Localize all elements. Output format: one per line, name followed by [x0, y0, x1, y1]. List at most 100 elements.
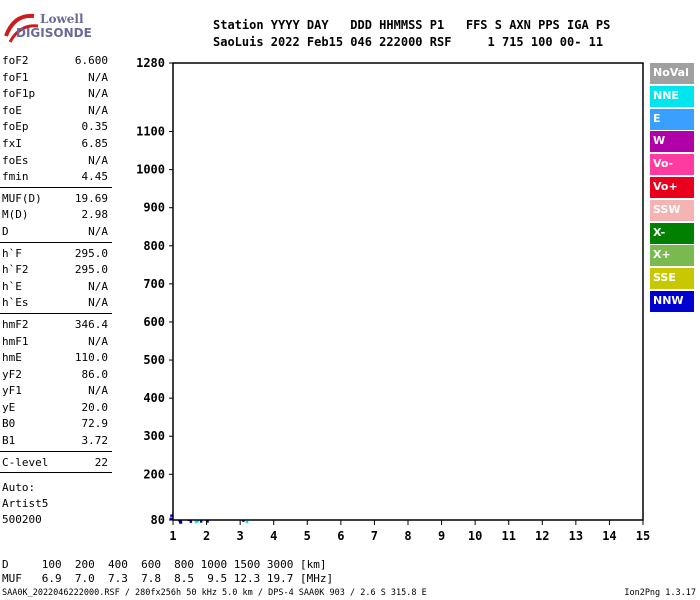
param-divider — [0, 472, 112, 474]
y-tick-label: 300 — [143, 429, 165, 443]
param-row-hf: h`F 295.0 — [0, 245, 112, 262]
legend-item-e: E — [650, 108, 694, 130]
data-point-nnw — [189, 520, 193, 523]
param-value: N/A — [88, 70, 108, 84]
param-value: 20.0 — [81, 400, 109, 414]
param-row-foes: foEs N/A — [0, 152, 112, 169]
x-tick-label: 15 — [636, 529, 650, 543]
data-point-nne — [194, 520, 198, 524]
y-tick-label: 700 — [143, 277, 165, 291]
param-row-ye: yE 20.0 — [0, 399, 112, 416]
legend-item-x: X- — [650, 222, 694, 244]
param-label: C-level — [2, 455, 49, 469]
legend-item-vo: Vo- — [650, 154, 694, 176]
param-value: 6.85 — [81, 136, 109, 150]
x-tick-label: 11 — [501, 529, 515, 543]
param-row-fof2: foF2 6.600 — [0, 52, 112, 69]
param-divider — [0, 312, 112, 314]
autoscaling-info: Auto: Artist5 500200 — [2, 480, 48, 528]
x-tick-label: 13 — [569, 529, 583, 543]
param-label: foF1 — [2, 70, 29, 84]
param-divider — [0, 186, 112, 188]
param-label: hmF2 — [2, 317, 29, 331]
param-label: foE — [2, 103, 22, 117]
y-tick-label: 200 — [143, 467, 165, 481]
software-version: Ion2Png 1.3.17 — [624, 588, 696, 598]
param-value: 4.45 — [81, 170, 109, 184]
param-label: yF1 — [2, 384, 22, 398]
legend-item-w: W — [650, 131, 694, 153]
legend-item-vo: Vo+ — [650, 176, 694, 198]
param-value: 346.4 — [74, 317, 108, 331]
param-label: h`E — [2, 279, 22, 293]
param-value: 72.9 — [81, 417, 109, 431]
param-row-b0: B0 72.9 — [0, 415, 112, 432]
param-label: foF2 — [2, 54, 29, 67]
param-row-mufd: MUF(D) 19.69 — [0, 190, 112, 207]
y-tick-label: 1000 — [136, 163, 165, 177]
legend-item-ssw: SSW — [650, 199, 694, 221]
param-label: yE — [2, 400, 16, 414]
y-tick-label: 400 — [143, 391, 165, 405]
data-point-nnw — [170, 514, 173, 517]
param-label: fxI — [2, 136, 22, 150]
param-row-md: M(D) 2.98 — [0, 206, 112, 223]
param-label: foEs — [2, 153, 29, 167]
param-value: N/A — [88, 153, 108, 167]
y-tick-label: 900 — [143, 201, 165, 215]
param-row-fof1: foF1 N/A — [0, 69, 112, 86]
param-label: MUF(D) — [2, 191, 42, 205]
param-value: 295.0 — [74, 263, 108, 277]
x-tick-label: 1 — [169, 529, 176, 543]
param-row-clevel: C-level 22 — [0, 454, 112, 471]
y-tick-label: 800 — [143, 239, 165, 253]
polarization-legend: NoVal NNE E W Vo- Vo+ SSW X- X+ SSE NNW — [650, 63, 694, 314]
param-row-foep: foEp 0.35 — [0, 118, 112, 135]
y-tick-label: 1100 — [136, 125, 165, 139]
logo-text-lowell: Lowell — [40, 12, 84, 26]
param-value: 19.69 — [74, 191, 108, 205]
param-value: N/A — [88, 384, 108, 398]
y-tick-label: 80 — [151, 513, 165, 527]
param-value: 86.0 — [81, 367, 109, 381]
muf-row: MUF 6.9 7.0 7.3 7.8 8.5 9.5 12.3 19.7 [M… — [2, 572, 334, 585]
file-info: SAA0K_2022046222000.RSF / 280fx256h 50 k… — [2, 588, 427, 598]
param-value: 6.600 — [74, 54, 108, 67]
data-point-nnw — [179, 521, 183, 524]
data-point-nnw — [179, 519, 183, 523]
y-tick-label: 500 — [143, 353, 165, 367]
param-row-fof1p: foF1p N/A — [0, 85, 112, 102]
legend-item-sse: SSE — [650, 268, 694, 290]
param-value: N/A — [88, 296, 108, 310]
data-point-nne — [245, 520, 249, 524]
distance-row: D 100 200 400 600 800 1000 1500 3000 [km… — [2, 558, 327, 571]
param-label: h`Es — [2, 296, 29, 310]
param-row-yf2: yF2 86.0 — [0, 366, 112, 383]
param-value: N/A — [88, 279, 108, 293]
param-label: foF1p — [2, 87, 36, 101]
scaled-parameters-panel: foF2 6.600 foF1 N/A foF1p N/A foE N/A foEp 0.35 fx… — [0, 52, 112, 475]
x-tick-label: 12 — [535, 529, 549, 543]
param-row-foe: foE N/A — [0, 102, 112, 119]
param-value: N/A — [88, 103, 108, 117]
param-row-he: h`E N/A — [0, 278, 112, 295]
param-row-fxi: fxI 6.85 — [0, 135, 112, 152]
logo-text-digisonde: DIGISONDE — [16, 26, 92, 40]
param-label: hmF1 — [2, 334, 29, 348]
param-value: 295.0 — [74, 246, 108, 260]
x-tick-label: 4 — [270, 529, 277, 543]
param-label: yF2 — [2, 367, 22, 381]
x-tick-label: 8 — [404, 529, 411, 543]
x-tick-label: 6 — [337, 529, 344, 543]
param-label: fmin — [2, 170, 29, 184]
x-tick-label: 10 — [468, 529, 482, 543]
param-value: 3.72 — [81, 434, 109, 448]
param-row-hme: hmE 110.0 — [0, 349, 112, 366]
auto-label: Auto: — [2, 481, 36, 494]
data-point-nnw — [206, 520, 209, 523]
param-row-yf1: yF1 N/A — [0, 382, 112, 399]
param-label: h`F2 — [2, 263, 29, 277]
param-value: 0.35 — [81, 120, 109, 134]
param-row-d: D N/A — [0, 223, 112, 240]
